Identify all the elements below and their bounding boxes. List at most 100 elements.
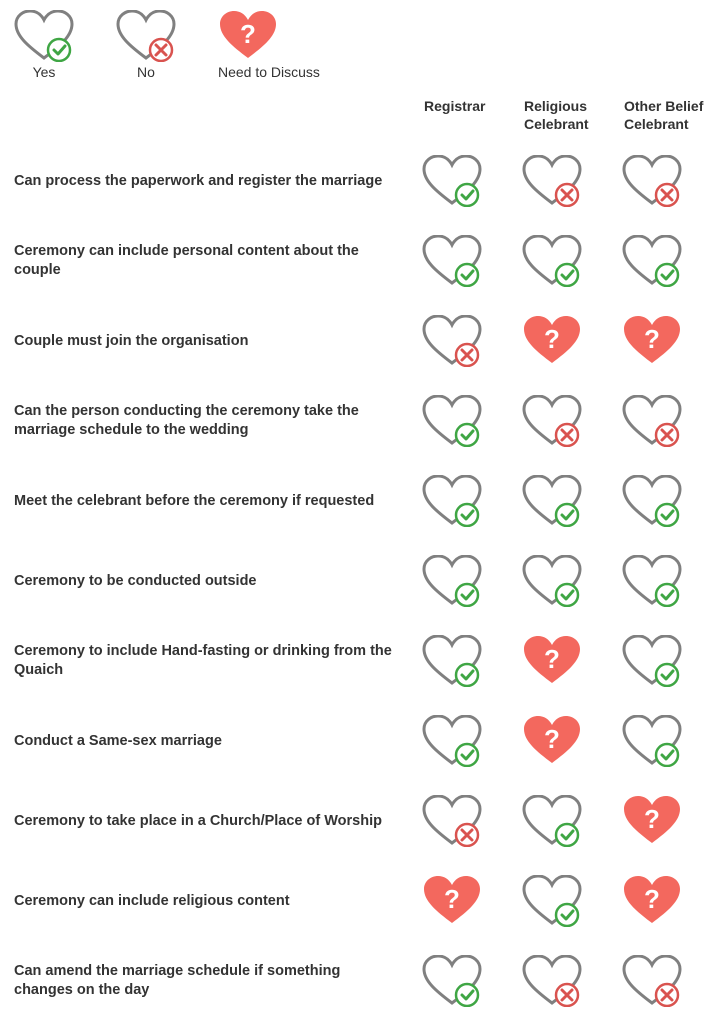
table-row: Couple must join the organisation ? ? xyxy=(14,301,702,381)
heart-no-icon xyxy=(522,395,582,447)
table-row: Conduct a Same-sex marriage ? xyxy=(14,701,702,781)
cell-other: ? xyxy=(618,875,714,927)
heart-yes-icon xyxy=(422,955,482,1007)
table-row: Can the person conducting the ceremony t… xyxy=(14,381,702,461)
table-row: Ceremony can include personal content ab… xyxy=(14,221,702,301)
question-text: Ceremony can include personal content ab… xyxy=(14,242,414,280)
heart-discuss-icon: ? xyxy=(622,795,682,847)
legend-discuss-icon-wrap: ? xyxy=(218,10,320,62)
legend-discuss-label: Need to Discuss xyxy=(218,64,320,80)
comparison-table: Can process the paperwork and register t… xyxy=(14,141,702,1021)
heart-no-icon xyxy=(522,155,582,207)
cell-other: ? xyxy=(618,795,714,847)
heart-yes-icon xyxy=(422,635,482,687)
heart-yes-icon xyxy=(14,10,74,62)
cell-other: ? xyxy=(618,315,714,367)
heart-yes-icon xyxy=(422,395,482,447)
question-text: Couple must join the organisation xyxy=(14,332,414,351)
cell-registrar xyxy=(418,635,514,687)
cell-other xyxy=(618,395,714,447)
svg-text:?: ? xyxy=(444,884,460,914)
question-text: Can the person conducting the ceremony t… xyxy=(14,402,414,440)
legend-no: No xyxy=(116,10,176,80)
legend-no-label: No xyxy=(116,64,176,80)
cell-religious: ? xyxy=(518,715,614,767)
cell-religious xyxy=(518,555,614,607)
heart-discuss-icon: ? xyxy=(522,635,582,687)
heart-yes-icon xyxy=(422,715,482,767)
heart-yes-icon xyxy=(622,715,682,767)
cell-other xyxy=(618,635,714,687)
svg-text:?: ? xyxy=(644,324,660,354)
heart-yes-icon xyxy=(522,475,582,527)
question-text: Can process the paperwork and register t… xyxy=(14,172,414,191)
legend-yes: Yes xyxy=(14,10,74,80)
table-row: Ceremony to include Hand-fasting or drin… xyxy=(14,621,702,701)
cell-religious: ? xyxy=(518,315,614,367)
cell-other xyxy=(618,475,714,527)
cell-religious xyxy=(518,875,614,927)
table-header: Registrar Religious Celebrant Other Beli… xyxy=(14,98,702,133)
svg-text:?: ? xyxy=(544,324,560,354)
legend-yes-icon-wrap xyxy=(14,10,74,62)
cell-other xyxy=(618,155,714,207)
heart-yes-icon xyxy=(422,235,482,287)
legend-discuss: ? Need to Discuss xyxy=(218,10,320,80)
legend-no-icon-wrap xyxy=(116,10,176,62)
cell-registrar: ? xyxy=(418,875,514,927)
cell-other xyxy=(618,955,714,1007)
cell-religious xyxy=(518,235,614,287)
heart-yes-icon xyxy=(522,795,582,847)
question-text: Ceremony to be conducted outside xyxy=(14,572,414,591)
cell-other xyxy=(618,555,714,607)
svg-text:?: ? xyxy=(644,804,660,834)
col-header-registrar: Registrar xyxy=(418,98,514,133)
heart-no-icon xyxy=(522,955,582,1007)
heart-yes-icon xyxy=(622,555,682,607)
table-row: Ceremony to take place in a Church/Place… xyxy=(14,781,702,861)
heart-no-icon xyxy=(622,155,682,207)
heart-yes-icon xyxy=(622,635,682,687)
cell-religious: ? xyxy=(518,635,614,687)
heart-yes-icon xyxy=(422,555,482,607)
cell-registrar xyxy=(418,795,514,847)
question-text: Meet the celebrant before the ceremony i… xyxy=(14,492,414,511)
cell-religious xyxy=(518,155,614,207)
heart-yes-icon xyxy=(622,235,682,287)
heart-yes-icon xyxy=(622,475,682,527)
col-header-other: Other Belief Celebrant xyxy=(618,98,714,133)
question-text: Ceremony can include religious content xyxy=(14,892,414,911)
cell-other xyxy=(618,715,714,767)
heart-no-icon xyxy=(422,795,482,847)
heart-no-icon xyxy=(622,395,682,447)
cell-religious xyxy=(518,395,614,447)
heart-yes-icon xyxy=(422,155,482,207)
question-text: Ceremony to include Hand-fasting or drin… xyxy=(14,642,414,680)
svg-text:?: ? xyxy=(544,724,560,754)
legend: Yes No ? Need to Discuss xyxy=(14,10,702,80)
heart-no-icon xyxy=(116,10,176,62)
cell-registrar xyxy=(418,395,514,447)
heart-discuss-icon: ? xyxy=(422,875,482,927)
heart-no-icon xyxy=(422,315,482,367)
question-text: Ceremony to take place in a Church/Place… xyxy=(14,812,414,831)
svg-text:?: ? xyxy=(240,19,256,49)
cell-other xyxy=(618,235,714,287)
table-row: Can process the paperwork and register t… xyxy=(14,141,702,221)
heart-no-icon xyxy=(622,955,682,1007)
table-row: Meet the celebrant before the ceremony i… xyxy=(14,461,702,541)
table-row: Ceremony can include religious content ?… xyxy=(14,861,702,941)
svg-text:?: ? xyxy=(644,884,660,914)
question-text: Conduct a Same-sex marriage xyxy=(14,732,414,751)
cell-religious xyxy=(518,475,614,527)
heart-discuss-icon: ? xyxy=(622,875,682,927)
heart-discuss-icon: ? xyxy=(522,715,582,767)
cell-registrar xyxy=(418,235,514,287)
heart-yes-icon xyxy=(522,875,582,927)
heart-yes-icon xyxy=(522,235,582,287)
heart-discuss-icon: ? xyxy=(522,315,582,367)
heart-yes-icon xyxy=(422,475,482,527)
table-row: Can amend the marriage schedule if somet… xyxy=(14,941,702,1021)
cell-registrar xyxy=(418,955,514,1007)
cell-religious xyxy=(518,955,614,1007)
